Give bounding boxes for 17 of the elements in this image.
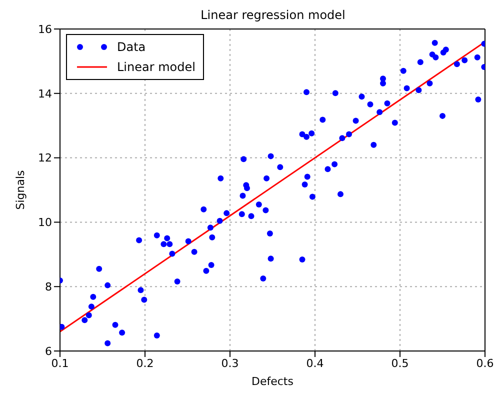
y-tick-label: 8: [45, 280, 52, 294]
x-tick-label: 0.3: [221, 356, 239, 370]
legend-label: Data: [117, 40, 146, 54]
chart-title: Linear regression model: [200, 8, 346, 22]
x-tick-label: 0.5: [391, 356, 409, 370]
y-tick-label: 12: [38, 152, 52, 165]
x-tick-label: 0.4: [306, 356, 324, 370]
y-tick-label: 10: [38, 216, 52, 230]
x-axis-title: Defects: [252, 375, 294, 388]
x-tick-label: 0.2: [136, 356, 154, 370]
x-tick-label: 0.1: [51, 356, 69, 370]
y-tick-label: 16: [38, 22, 52, 36]
y-tick-label: 14: [38, 87, 52, 100]
x-tick-label: 0.6: [476, 356, 494, 370]
legend-label: Linear model: [117, 60, 196, 74]
y-axis-title: Signals: [14, 170, 27, 210]
y-tick-label: 6: [45, 344, 52, 358]
